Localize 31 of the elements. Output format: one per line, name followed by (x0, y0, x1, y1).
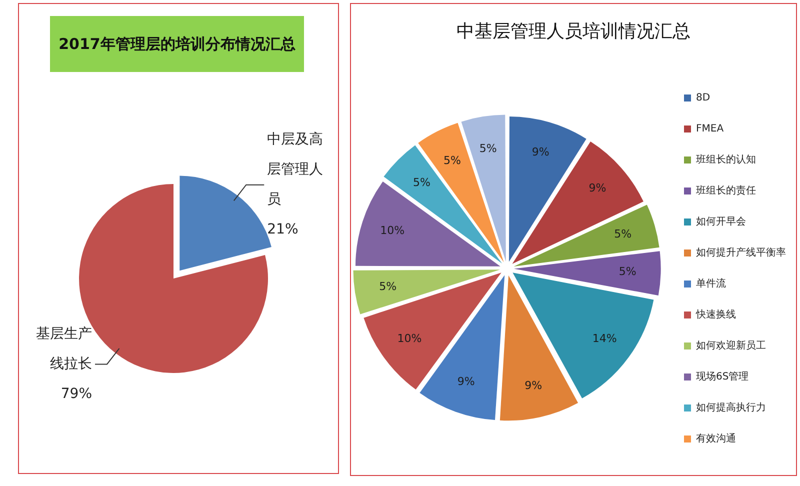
data-label: 79% (60, 386, 92, 402)
legend-label: 现场6S管理 (696, 370, 749, 383)
data-label: 5% (444, 154, 461, 167)
legend-label: 如何提升产线平衡率 (696, 246, 786, 259)
data-label: 9% (588, 182, 606, 195)
legend-label: 班组长的认知 (696, 154, 756, 166)
chart-title: 2017年管理层的培训分布情况汇总 (50, 16, 304, 72)
data-label: 10% (380, 224, 405, 238)
slice-label: 基层生产线拉长 (36, 326, 92, 372)
data-label: 9% (457, 374, 475, 388)
legend-label: 单件流 (696, 278, 726, 290)
legend-label: 有效沟通 (696, 432, 736, 445)
slice-label: 中层及高层管理人员 (267, 132, 324, 208)
legend-label: 快速换线 (695, 308, 736, 321)
data-label: 5% (379, 280, 397, 294)
legend-label: FMEA (696, 124, 724, 135)
data-label: 10% (397, 332, 422, 346)
legend-label: 如何开早会 (696, 216, 746, 228)
legend-label: 如何提高执行力 (696, 402, 766, 414)
data-label: 5% (614, 228, 632, 241)
data-label: 5% (618, 265, 636, 278)
data-label: 21% (267, 222, 298, 238)
chart-title: 中基层管理人员培训情况汇总 (456, 20, 692, 43)
legend-label: 班组长的责任 (696, 184, 756, 197)
data-label: 9% (524, 379, 542, 392)
data-label: 9% (532, 146, 550, 159)
data-label: 5% (479, 142, 497, 156)
data-label: 14% (592, 332, 617, 346)
data-label: 5% (412, 176, 430, 190)
legend-label: 如何欢迎新员工 (696, 340, 766, 352)
legend-label: 8D (696, 92, 710, 104)
